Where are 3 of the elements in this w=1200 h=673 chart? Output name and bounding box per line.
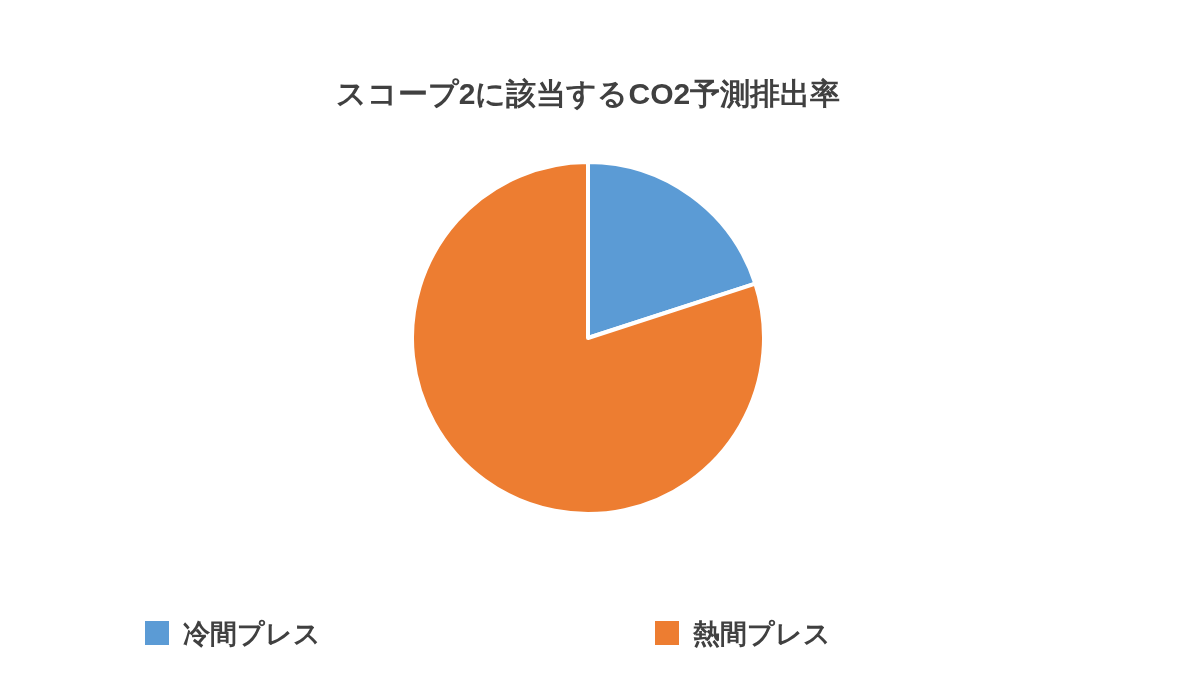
chart-title: スコープ2に該当するCO2予測排出率 [335, 77, 841, 111]
legend-label: 冷間プレス [183, 619, 321, 649]
legend-label: 熱間プレス [692, 619, 831, 649]
